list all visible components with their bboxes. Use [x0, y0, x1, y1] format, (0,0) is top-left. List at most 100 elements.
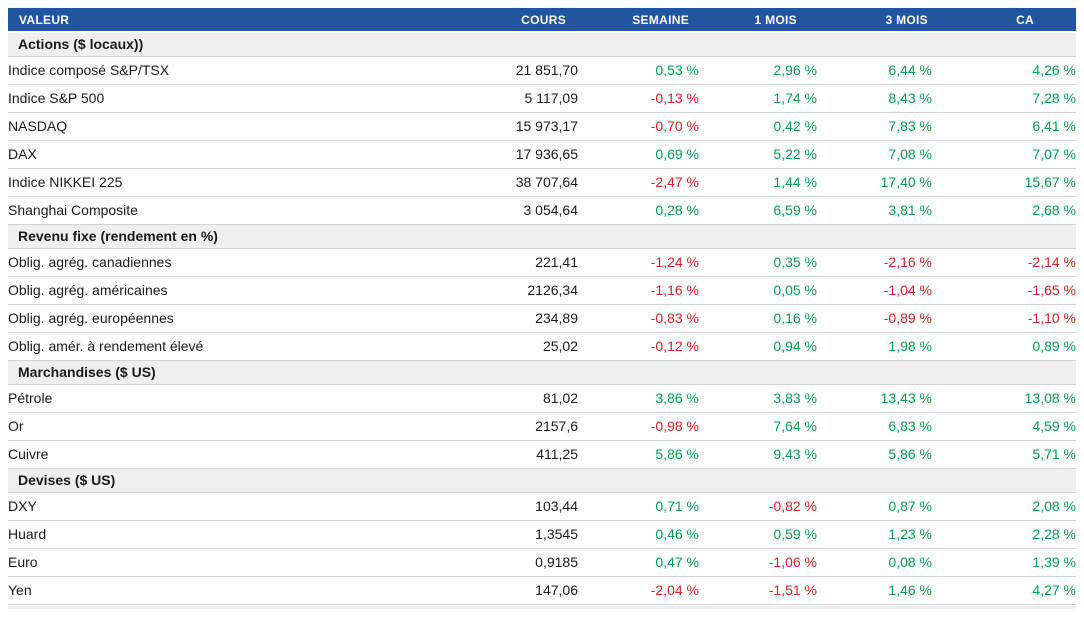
header-row: VALEUR COURS SEMAINE 1 MOIS 3 MOIS CA	[8, 8, 1076, 33]
mois1-cell: 0,42 %	[699, 112, 817, 141]
semaine-cell: 0,53 %	[578, 56, 699, 85]
table-row: Oblig. amér. à rendement élevé 25,02 -0,…	[8, 332, 1076, 361]
semaine-cell: 3,86 %	[578, 384, 699, 413]
mois3-cell: 6,44 %	[817, 56, 932, 85]
table-row: Indice S&P 500 5 117,09 -0,13 % 1,74 % 8…	[8, 84, 1076, 113]
cours-cell: 15 973,17	[458, 112, 578, 141]
cours-cell: 21 851,70	[458, 56, 578, 85]
ca-cell: -2,14 %	[932, 248, 1076, 277]
ca-cell: 5,71 %	[932, 440, 1076, 469]
row-label: Oblig. agrég. canadiennes	[8, 248, 458, 277]
semaine-cell: 5,86 %	[578, 440, 699, 469]
semaine-cell: -0,12 %	[578, 332, 699, 361]
row-label: Indice composé S&P/TSX	[8, 56, 458, 85]
row-label: Huard	[8, 520, 458, 549]
table-row: DAX 17 936,65 0,69 % 5,22 % 7,08 % 7,07 …	[8, 140, 1076, 169]
market-summary: VALEUR COURS SEMAINE 1 MOIS 3 MOIS CA Ac…	[8, 8, 1076, 605]
column-header-cours: COURS	[458, 8, 578, 33]
row-label: Pétrole	[8, 384, 458, 413]
ca-cell: -1,10 %	[932, 304, 1076, 333]
section-header-row: Devises ($ US)	[8, 468, 1076, 493]
mois3-cell: -1,04 %	[817, 276, 932, 305]
table-row: Pétrole 81,02 3,86 % 3,83 % 13,43 % 13,0…	[8, 384, 1076, 413]
table-row: Yen 147,06 -2,04 % -1,51 % 1,46 % 4,27 %	[8, 576, 1076, 605]
cours-cell: 81,02	[458, 384, 578, 413]
mois1-cell: 0,16 %	[699, 304, 817, 333]
mois3-cell: 1,98 %	[817, 332, 932, 361]
row-label: Yen	[8, 576, 458, 605]
table-row: Shanghai Composite 3 054,64 0,28 % 6,59 …	[8, 196, 1076, 225]
cours-cell: 0,9185	[458, 548, 578, 577]
mois1-cell: 3,83 %	[699, 384, 817, 413]
row-label: Oblig. amér. à rendement élevé	[8, 332, 458, 361]
mois1-cell: 0,59 %	[699, 520, 817, 549]
ca-cell: -1,65 %	[932, 276, 1076, 305]
section-header-row: Actions ($ locaux))	[8, 32, 1076, 57]
table-row: Oblig. agrég. canadiennes 221,41 -1,24 %…	[8, 248, 1076, 277]
semaine-cell: -0,83 %	[578, 304, 699, 333]
ca-cell: 4,26 %	[932, 56, 1076, 85]
mois1-cell: 0,35 %	[699, 248, 817, 277]
mois3-cell: 0,08 %	[817, 548, 932, 577]
mois3-cell: 5,86 %	[817, 440, 932, 469]
mois3-cell: 13,43 %	[817, 384, 932, 413]
table-row: NASDAQ 15 973,17 -0,70 % 0,42 % 7,83 % 6…	[8, 112, 1076, 141]
mois1-cell: -0,82 %	[699, 492, 817, 521]
ca-cell: 15,67 %	[932, 168, 1076, 197]
table-row: Euro 0,9185 0,47 % -1,06 % 0,08 % 1,39 %	[8, 548, 1076, 577]
mois3-cell: 1,23 %	[817, 520, 932, 549]
ca-cell: 0,89 %	[932, 332, 1076, 361]
cours-cell: 3 054,64	[458, 196, 578, 225]
table-row: Cuivre 411,25 5,86 % 9,43 % 5,86 % 5,71 …	[8, 440, 1076, 469]
ca-cell: 2,08 %	[932, 492, 1076, 521]
semaine-cell: -2,47 %	[578, 168, 699, 197]
row-label: Shanghai Composite	[8, 196, 458, 225]
cours-cell: 221,41	[458, 248, 578, 277]
mois1-cell: -1,51 %	[699, 576, 817, 605]
market-summary-table: VALEUR COURS SEMAINE 1 MOIS 3 MOIS CA Ac…	[8, 8, 1076, 605]
row-label: DAX	[8, 140, 458, 169]
cours-cell: 2157,6	[458, 412, 578, 441]
row-label: Indice NIKKEI 225	[8, 168, 458, 197]
ca-cell: 4,59 %	[932, 412, 1076, 441]
ca-cell: 7,07 %	[932, 140, 1076, 169]
semaine-cell: 0,28 %	[578, 196, 699, 225]
column-header-semaine: SEMAINE	[578, 8, 699, 33]
mois1-cell: 6,59 %	[699, 196, 817, 225]
cours-cell: 234,89	[458, 304, 578, 333]
cours-cell: 2126,34	[458, 276, 578, 305]
cours-cell: 411,25	[458, 440, 578, 469]
row-label: Oblig. agrég. américaines	[8, 276, 458, 305]
section-title: Devises ($ US)	[8, 468, 1076, 493]
mois3-cell: 7,08 %	[817, 140, 932, 169]
table-row: Indice NIKKEI 225 38 707,64 -2,47 % 1,44…	[8, 168, 1076, 197]
mois1-cell: 0,05 %	[699, 276, 817, 305]
row-label: Oblig. agrég. européennes	[8, 304, 458, 333]
section-header-row: Revenu fixe (rendement en %)	[8, 224, 1076, 249]
mois3-cell: 8,43 %	[817, 84, 932, 113]
table-row: Huard 1,3545 0,46 % 0,59 % 1,23 % 2,28 %	[8, 520, 1076, 549]
ca-cell: 13,08 %	[932, 384, 1076, 413]
row-label: NASDAQ	[8, 112, 458, 141]
table-row: Or 2157,6 -0,98 % 7,64 % 6,83 % 4,59 %	[8, 412, 1076, 441]
cours-cell: 5 117,09	[458, 84, 578, 113]
mois3-cell: -2,16 %	[817, 248, 932, 277]
mois3-cell: -0,89 %	[817, 304, 932, 333]
mois1-cell: -1,06 %	[699, 548, 817, 577]
section-title: Revenu fixe (rendement en %)	[8, 224, 1076, 249]
cours-cell: 25,02	[458, 332, 578, 361]
cours-cell: 17 936,65	[458, 140, 578, 169]
mois3-cell: 7,83 %	[817, 112, 932, 141]
mois1-cell: 5,22 %	[699, 140, 817, 169]
table-body: Actions ($ locaux)) Indice composé S&P/T…	[8, 32, 1076, 605]
table-row: Oblig. agrég. européennes 234,89 -0,83 %…	[8, 304, 1076, 333]
semaine-cell: -0,13 %	[578, 84, 699, 113]
semaine-cell: -1,16 %	[578, 276, 699, 305]
cours-cell: 103,44	[458, 492, 578, 521]
mois1-cell: 1,74 %	[699, 84, 817, 113]
row-label: Cuivre	[8, 440, 458, 469]
table-row: DXY 103,44 0,71 % -0,82 % 0,87 % 2,08 %	[8, 492, 1076, 521]
mois3-cell: 0,87 %	[817, 492, 932, 521]
next-section-cutoff-strip	[8, 605, 1076, 609]
mois1-cell: 9,43 %	[699, 440, 817, 469]
